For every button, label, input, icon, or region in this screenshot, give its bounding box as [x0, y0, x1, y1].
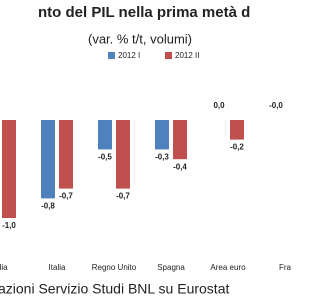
chart-subtitle: (var. % t/t, volumi) — [88, 31, 192, 46]
x-tick-label: Area euro — [210, 263, 246, 272]
value-label: 0,0 — [213, 101, 225, 110]
bar — [155, 120, 169, 150]
x-tick-label: Spagna — [157, 263, 185, 272]
value-label: -0,3 — [155, 153, 169, 162]
legend-swatch — [108, 52, 115, 59]
value-label: -0,7 — [116, 192, 130, 201]
legend-label: 2012 I — [118, 51, 140, 60]
bar — [98, 120, 112, 150]
source: azioni Servizio Studi BNL su Eurostat — [0, 281, 229, 297]
bar — [41, 120, 55, 199]
value-label: -0,7 — [59, 192, 73, 201]
chart: nto del PIL nella prima metà d (var. % t… — [0, 4, 292, 297]
bar — [2, 120, 16, 218]
bar — [173, 120, 187, 160]
x-tick-label: Italia — [49, 263, 66, 272]
x-tick-label: Fra — [279, 263, 292, 272]
bar — [59, 120, 73, 189]
legend-label: 2012 II — [175, 51, 199, 60]
bar — [230, 120, 244, 140]
legend-swatch — [165, 52, 172, 59]
value-label: -0,8 — [41, 202, 55, 211]
chart-title: nto del PIL nella prima metà d — [38, 4, 250, 21]
value-label: -0,5 — [98, 153, 112, 162]
value-label: -1,0 — [2, 221, 16, 230]
value-label: -0,2 — [230, 143, 244, 152]
value-label: -0,0 — [269, 101, 283, 110]
bar — [116, 120, 130, 189]
value-label: -0,4 — [173, 162, 187, 171]
x-tick-label: ndia — [0, 263, 8, 272]
x-tick-label: Regno Unito — [92, 263, 137, 272]
